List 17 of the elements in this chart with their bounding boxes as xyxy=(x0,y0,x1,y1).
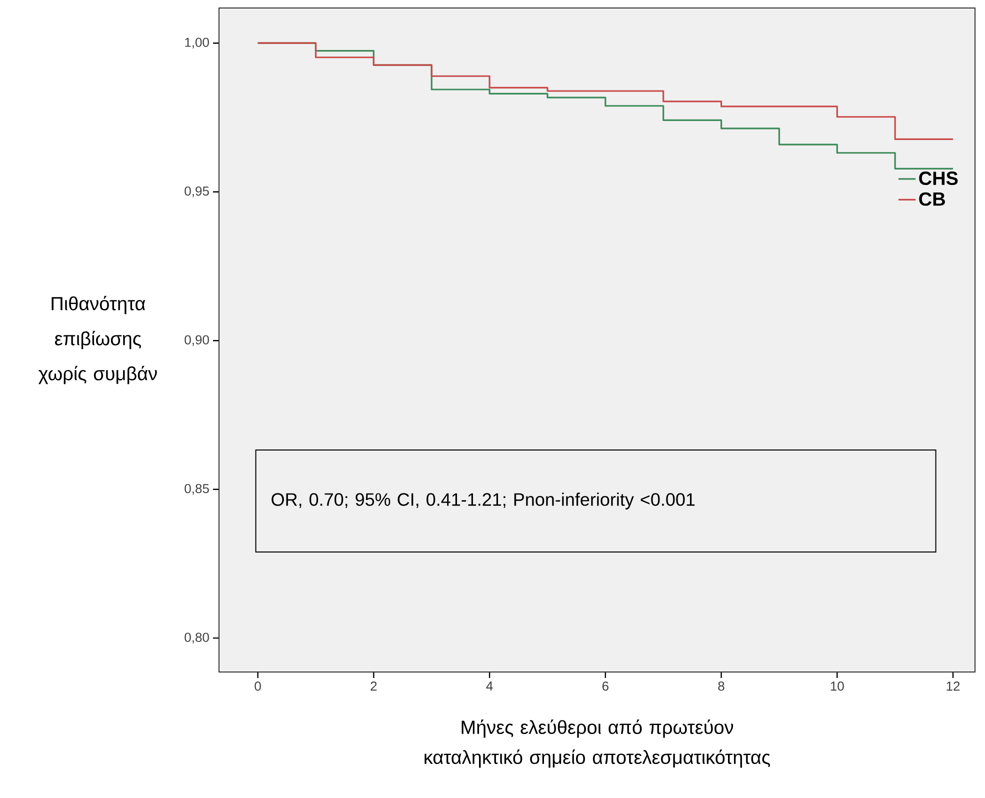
y-tick-label: 0,95 xyxy=(184,186,209,198)
x-tick-label: 10 xyxy=(830,682,844,691)
y-tick-label: 0,80 xyxy=(184,632,209,644)
y-tick-label: 0,85 xyxy=(184,484,209,495)
legend-label: CB xyxy=(919,192,945,206)
y-tick-label: 1,00 xyxy=(185,38,209,48)
x-tick-label: 0 xyxy=(254,682,261,691)
y-axis-title: Πιθανότητα επιβίωσης χωρίς συμβάν xyxy=(38,296,157,384)
annotation: OR, 0.70; 95% CI, 0.41-1.21; Pnon-inferiority <0.001 xyxy=(272,492,695,510)
x-tick-label: 2 xyxy=(370,682,377,691)
x-tick-label: 12 xyxy=(946,682,960,691)
x-tick-label: 8 xyxy=(718,682,724,691)
x-axis-title: Μήνες ελεύθεροι από πρωτεύον καταληκτικό σημείο αποτελεσματικότητας xyxy=(424,720,770,768)
y-tick-label: 0,90 xyxy=(184,335,209,346)
x-tick-label: 6 xyxy=(602,682,608,691)
x-tick-label: 4 xyxy=(486,682,493,690)
legend-label: CHS xyxy=(919,172,958,186)
